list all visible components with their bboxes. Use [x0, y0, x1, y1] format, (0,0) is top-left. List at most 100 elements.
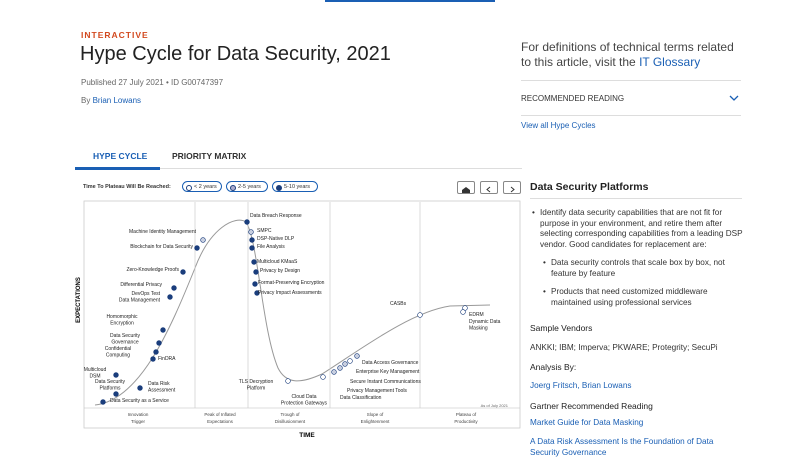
next-button[interactable] — [503, 181, 521, 194]
hype-cycle-point[interactable] — [337, 365, 343, 371]
point-label[interactable]: Secure Instant Communications — [350, 379, 421, 385]
point-label[interactable]: Cloud Data — [291, 394, 316, 400]
hype-cycle-point[interactable] — [252, 281, 258, 287]
hype-cycle-point[interactable] — [171, 285, 177, 291]
point-label[interactable]: Governance — [111, 340, 138, 346]
hype-cycle-point[interactable] — [253, 269, 259, 275]
sub-bullet-text: Data security controls that scale box by… — [551, 258, 725, 278]
point-label[interactable]: Homomorphic — [106, 314, 138, 320]
phase-label: Slope of — [367, 412, 384, 417]
view-all-link[interactable]: View all Hype Cycles — [521, 121, 596, 130]
legend-option[interactable]: < 2 years — [182, 181, 222, 192]
hype-cycle-point[interactable] — [150, 356, 156, 362]
tab-underline — [75, 167, 160, 170]
phase-label: Productivity — [454, 419, 478, 424]
point-label[interactable]: Machine Identity Management — [129, 229, 197, 235]
point-label[interactable]: Blockchain for Data Security — [130, 244, 193, 250]
hype-cycle-point[interactable] — [320, 374, 326, 380]
hype-cycle-point[interactable] — [153, 349, 159, 355]
reading-link[interactable]: Market Guide for Data Masking — [530, 418, 644, 427]
vendors: ANKKI; IBM; Imperva; PKWARE; Protegrity;… — [530, 343, 718, 352]
point-label[interactable]: Multicloud — [84, 367, 107, 373]
point-label[interactable]: Differential Privacy — [120, 282, 162, 288]
kicker: INTERACTIVE — [81, 30, 149, 40]
hype-cycle-point[interactable] — [249, 237, 255, 243]
hype-cycle-point[interactable] — [254, 290, 260, 296]
reading-link[interactable]: A Data Risk Assessment Is the Foundation… — [530, 437, 714, 457]
hype-cycle-point[interactable] — [244, 219, 250, 225]
phase-label: Trigger — [131, 419, 146, 424]
point-label[interactable]: FinDRA — [158, 356, 176, 362]
point-label[interactable]: Zero-Knowledge Proofs — [126, 267, 179, 273]
hype-cycle-point[interactable] — [285, 378, 291, 384]
point-label[interactable]: Encryption — [110, 321, 134, 327]
legend-option[interactable]: 5-10 years — [272, 181, 318, 192]
hype-cycle-point[interactable] — [331, 369, 337, 375]
point-label[interactable]: Data Access Governance — [362, 360, 419, 366]
point-label[interactable]: Data Breach Response — [250, 213, 302, 219]
analysis-heading: Analysis By: — [530, 362, 577, 372]
hype-cycle-point[interactable] — [156, 340, 162, 346]
point-label[interactable]: DSP-Native DLP — [257, 236, 295, 242]
hype-cycle-point[interactable] — [113, 372, 119, 378]
home-button[interactable] — [457, 181, 475, 194]
hype-cycle-point[interactable] — [248, 229, 254, 235]
hype-cycle-point[interactable] — [137, 385, 143, 391]
hype-cycle-point[interactable] — [167, 294, 173, 300]
hype-cycle-point[interactable] — [113, 391, 119, 397]
point-label[interactable]: Assessment — [148, 388, 176, 394]
legend-label: Time To Plateau Will Be Reached: — [83, 184, 171, 190]
point-label[interactable]: Format-Preserving Encryption — [258, 280, 325, 286]
analysts-link[interactable]: Joerg Fritsch, Brian Lowans — [530, 381, 632, 390]
hype-cycle-point[interactable] — [200, 237, 206, 243]
author-link[interactable]: Brian Lowans — [92, 96, 142, 105]
point-label[interactable]: DevOps Test — [131, 291, 160, 297]
point-label[interactable]: Platform — [247, 386, 266, 392]
point-label[interactable]: Data Management — [119, 298, 161, 304]
point-label[interactable]: Masking — [469, 326, 488, 332]
legend-option[interactable]: 2-5 years — [226, 181, 268, 192]
hype-cycle-point[interactable] — [342, 361, 348, 367]
point-label[interactable]: Multicloud KMaaS — [257, 259, 298, 265]
hype-cycle-point[interactable] — [194, 245, 200, 251]
point-label[interactable]: Platforms — [99, 386, 121, 392]
hype-cycle-point[interactable] — [180, 269, 186, 275]
point-label[interactable]: Confidential — [105, 346, 131, 352]
point-label[interactable]: Protection Gateways — [281, 401, 328, 407]
hype-cycle-point[interactable] — [347, 358, 353, 364]
point-label[interactable]: Data Security — [110, 333, 141, 339]
hype-cycle-point[interactable] — [100, 399, 106, 405]
point-label[interactable]: Privacy Management Tools — [347, 388, 407, 394]
hype-cycle-point[interactable] — [251, 259, 257, 265]
point-label[interactable]: Privacy by Design — [260, 268, 300, 274]
sub-bullet: • Products that need customized middlewar… — [543, 287, 708, 307]
glossary-link[interactable]: IT Glossary — [639, 55, 701, 69]
prev-button[interactable] — [480, 181, 498, 194]
point-label[interactable]: Data Risk — [148, 381, 170, 387]
point-label[interactable]: Data Security — [95, 379, 126, 385]
hype-cycle-point[interactable] — [354, 353, 360, 359]
point-label[interactable]: Dynamic Data — [469, 319, 501, 325]
recommended[interactable]: RECOMMENDED READING — [521, 94, 625, 103]
chevron[interactable] — [729, 94, 739, 102]
tab[interactable]: PRIORITY MATRIX — [172, 151, 247, 161]
point-label[interactable]: Data Classification — [340, 395, 382, 401]
point-label[interactable]: TLS Decryption — [239, 379, 274, 385]
hype-cycle-point[interactable] — [160, 327, 166, 333]
point-label[interactable]: CASBs — [390, 301, 407, 307]
point-label[interactable]: DSM — [89, 374, 100, 380]
point-label[interactable]: Computing — [106, 353, 130, 359]
point-label[interactable]: Data Security as a Service — [110, 398, 169, 404]
point-label[interactable]: File Analysis — [257, 244, 285, 250]
point-label[interactable]: Enterprise Key Management — [356, 369, 420, 375]
hype-cycle-point[interactable] — [249, 245, 255, 251]
point-label[interactable]: EDRM — [469, 312, 484, 318]
hype-cycle-point[interactable] — [460, 309, 466, 315]
point-label[interactable]: SMPC — [257, 228, 272, 234]
point-label[interactable]: Privacy Impact Assessments — [258, 290, 322, 296]
title: Hype Cycle for Data Security, 2021 — [80, 43, 391, 65]
hype-cycle-point[interactable] — [417, 312, 423, 318]
tab[interactable]: HYPE CYCLE — [93, 151, 148, 161]
vendors-heading: Sample Vendors — [530, 323, 593, 333]
